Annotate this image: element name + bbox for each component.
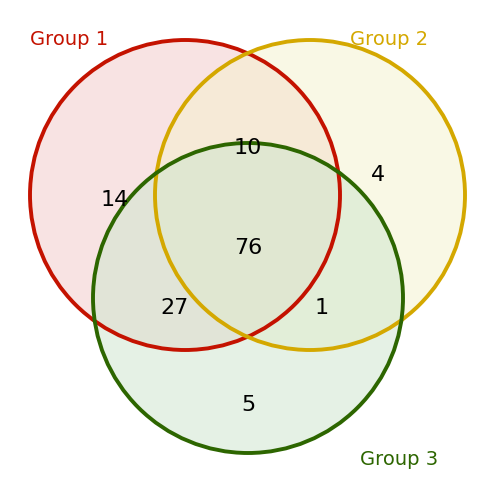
Text: 14: 14 [101,190,129,210]
Text: 10: 10 [234,138,262,158]
Text: Group 2: Group 2 [350,30,428,49]
Text: Group 1: Group 1 [30,30,108,49]
Circle shape [30,40,340,350]
Circle shape [155,40,465,350]
Text: 76: 76 [234,238,262,258]
Text: 5: 5 [241,395,255,415]
Text: 27: 27 [161,298,189,318]
Text: 1: 1 [315,298,329,318]
Circle shape [93,143,403,453]
Text: Group 3: Group 3 [360,450,438,469]
Text: 4: 4 [371,165,385,185]
